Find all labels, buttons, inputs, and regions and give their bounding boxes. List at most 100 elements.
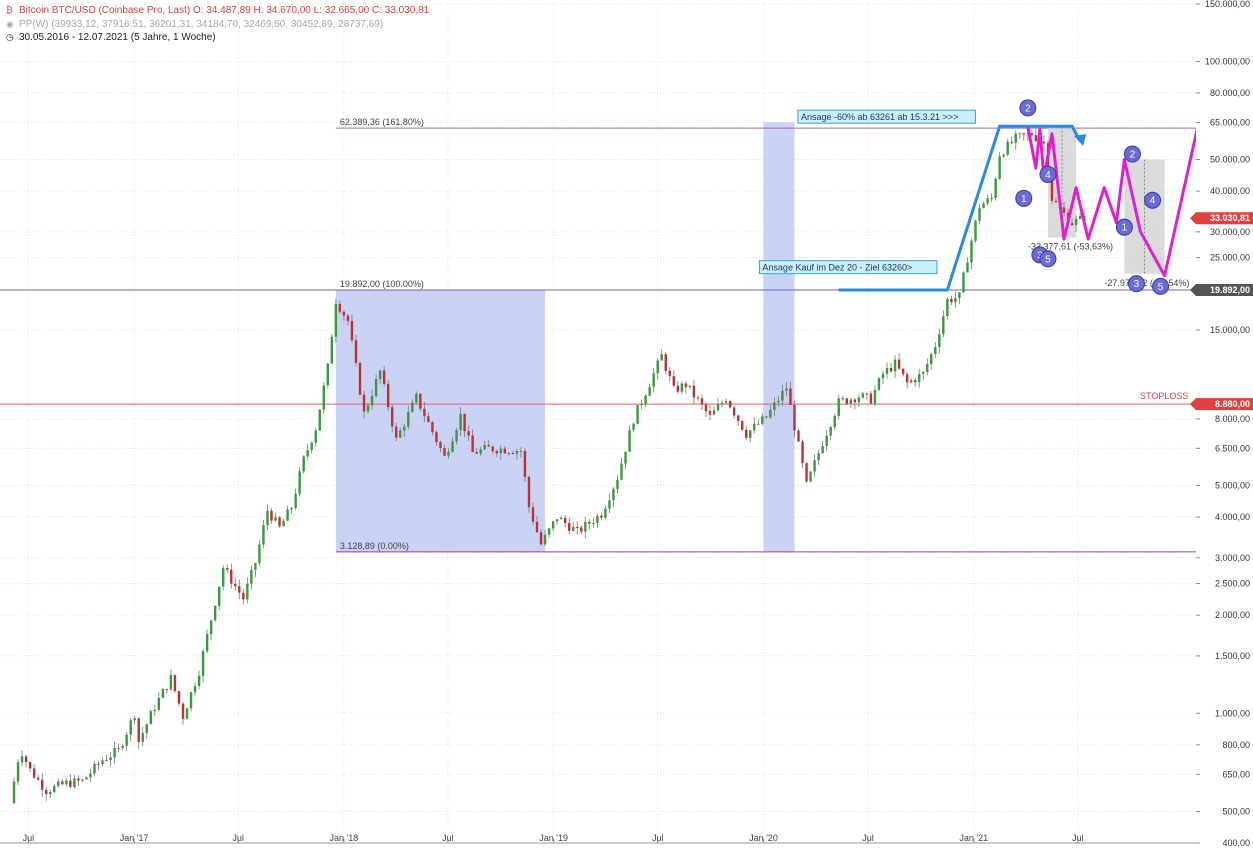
candle-body xyxy=(572,527,575,531)
candle-body xyxy=(117,747,120,749)
candle-body xyxy=(77,778,80,781)
candle-body xyxy=(905,374,909,383)
candle-body xyxy=(213,605,217,621)
fib-level-label: 19.892,00 (100.00%) xyxy=(340,279,424,289)
candle-body xyxy=(137,718,140,742)
candle-body xyxy=(986,198,989,204)
candle-body xyxy=(149,711,153,725)
candle-body xyxy=(1042,141,1046,144)
candle-body xyxy=(435,432,438,443)
candle-body xyxy=(700,398,704,405)
candle-body xyxy=(809,471,812,482)
candle-body xyxy=(1078,215,1082,219)
wave-label-circle xyxy=(1039,250,1057,268)
candle-body xyxy=(330,336,334,364)
y-axis-tick-label: 6.500,00 xyxy=(1215,443,1250,453)
eye-icon: ◉ xyxy=(6,19,14,29)
candle-body xyxy=(69,780,72,787)
candle-body xyxy=(656,360,659,374)
candle-body xyxy=(282,520,285,527)
candle-body xyxy=(16,762,20,782)
candle-body xyxy=(222,568,225,587)
candle-body xyxy=(217,586,221,606)
candle-body xyxy=(386,383,390,408)
candle-body xyxy=(230,569,233,584)
candle-body xyxy=(676,385,680,392)
candle-body xyxy=(254,563,257,570)
candle-body xyxy=(954,298,957,303)
y-axis-tick-label: 400,00 xyxy=(1222,838,1250,848)
candle-body xyxy=(958,292,961,299)
candle-body xyxy=(877,378,881,390)
x-axis-tick-label: Jul xyxy=(23,833,35,843)
candle-body xyxy=(471,435,474,453)
candle-body xyxy=(85,777,88,780)
candle-body xyxy=(306,449,309,457)
candle-body xyxy=(535,521,539,533)
y-axis-tick-label: 4.000,00 xyxy=(1215,512,1250,522)
candle-body xyxy=(841,398,844,400)
last-price-badge xyxy=(1190,212,1253,225)
candle-body xyxy=(829,427,832,436)
x-axis-tick-label: Jul xyxy=(442,833,454,843)
candle-body xyxy=(922,371,925,375)
y-axis-tick-label: 80.000,00 xyxy=(1210,88,1250,98)
candle-body xyxy=(129,720,132,735)
candle-body xyxy=(125,734,128,746)
y-axis-panel xyxy=(1196,0,1253,851)
wave-label-text: 4 xyxy=(1150,196,1156,207)
candle-body xyxy=(736,415,740,421)
candle-body xyxy=(938,334,941,347)
candle-body xyxy=(761,416,764,424)
candle-body xyxy=(45,789,48,795)
candle-body xyxy=(73,778,76,787)
candle-body xyxy=(105,760,108,762)
candle-body xyxy=(310,442,313,450)
candle-body xyxy=(423,408,426,417)
candle-body xyxy=(415,393,418,403)
x-axis-tick-label: Jan '19 xyxy=(539,833,568,843)
y-axis-tick-label: 8.000,00 xyxy=(1215,414,1250,424)
candle-body xyxy=(600,515,603,518)
y-axis-tick-label: 1.000,00 xyxy=(1215,708,1250,718)
annotation-box xyxy=(797,109,976,124)
candle-body xyxy=(527,476,531,508)
candle-body xyxy=(354,340,358,363)
candle-body xyxy=(133,718,136,721)
wave-label-text: 2 xyxy=(1130,149,1136,160)
wave-label-circle xyxy=(1144,191,1162,209)
candle-body xyxy=(258,544,261,564)
level-price-badge xyxy=(1190,398,1253,411)
candle-body xyxy=(869,393,873,404)
candle-body xyxy=(234,583,237,587)
candle-body xyxy=(873,389,877,404)
candle-body xyxy=(612,488,615,501)
candle-body xyxy=(543,534,547,545)
y-axis-tick-label: 2.000,00 xyxy=(1215,610,1250,620)
candle-body xyxy=(946,299,949,317)
stoploss-label: STOPLOSS xyxy=(1140,391,1188,401)
candle-body xyxy=(785,388,788,391)
candle-body xyxy=(1062,207,1066,213)
candle-body xyxy=(749,430,752,438)
candle-body xyxy=(801,441,804,464)
candle-body xyxy=(777,400,780,403)
candle-body xyxy=(668,370,671,377)
candle-body xyxy=(825,435,828,447)
candle-body xyxy=(28,761,32,769)
y-axis-tick-label: 25.000,00 xyxy=(1210,253,1250,263)
candle-body xyxy=(495,451,498,454)
candle-body xyxy=(781,390,784,401)
candle-body xyxy=(20,756,24,763)
candle-body xyxy=(161,689,165,698)
candle-body xyxy=(274,517,277,521)
candle-body xyxy=(624,451,627,464)
candle-body xyxy=(652,373,655,387)
candle-body xyxy=(865,393,869,395)
candle-body xyxy=(857,397,861,403)
candle-body xyxy=(270,510,273,521)
candle-body xyxy=(201,651,205,676)
candle-body xyxy=(616,479,619,489)
candle-body xyxy=(608,500,611,509)
candle-body xyxy=(451,441,454,452)
